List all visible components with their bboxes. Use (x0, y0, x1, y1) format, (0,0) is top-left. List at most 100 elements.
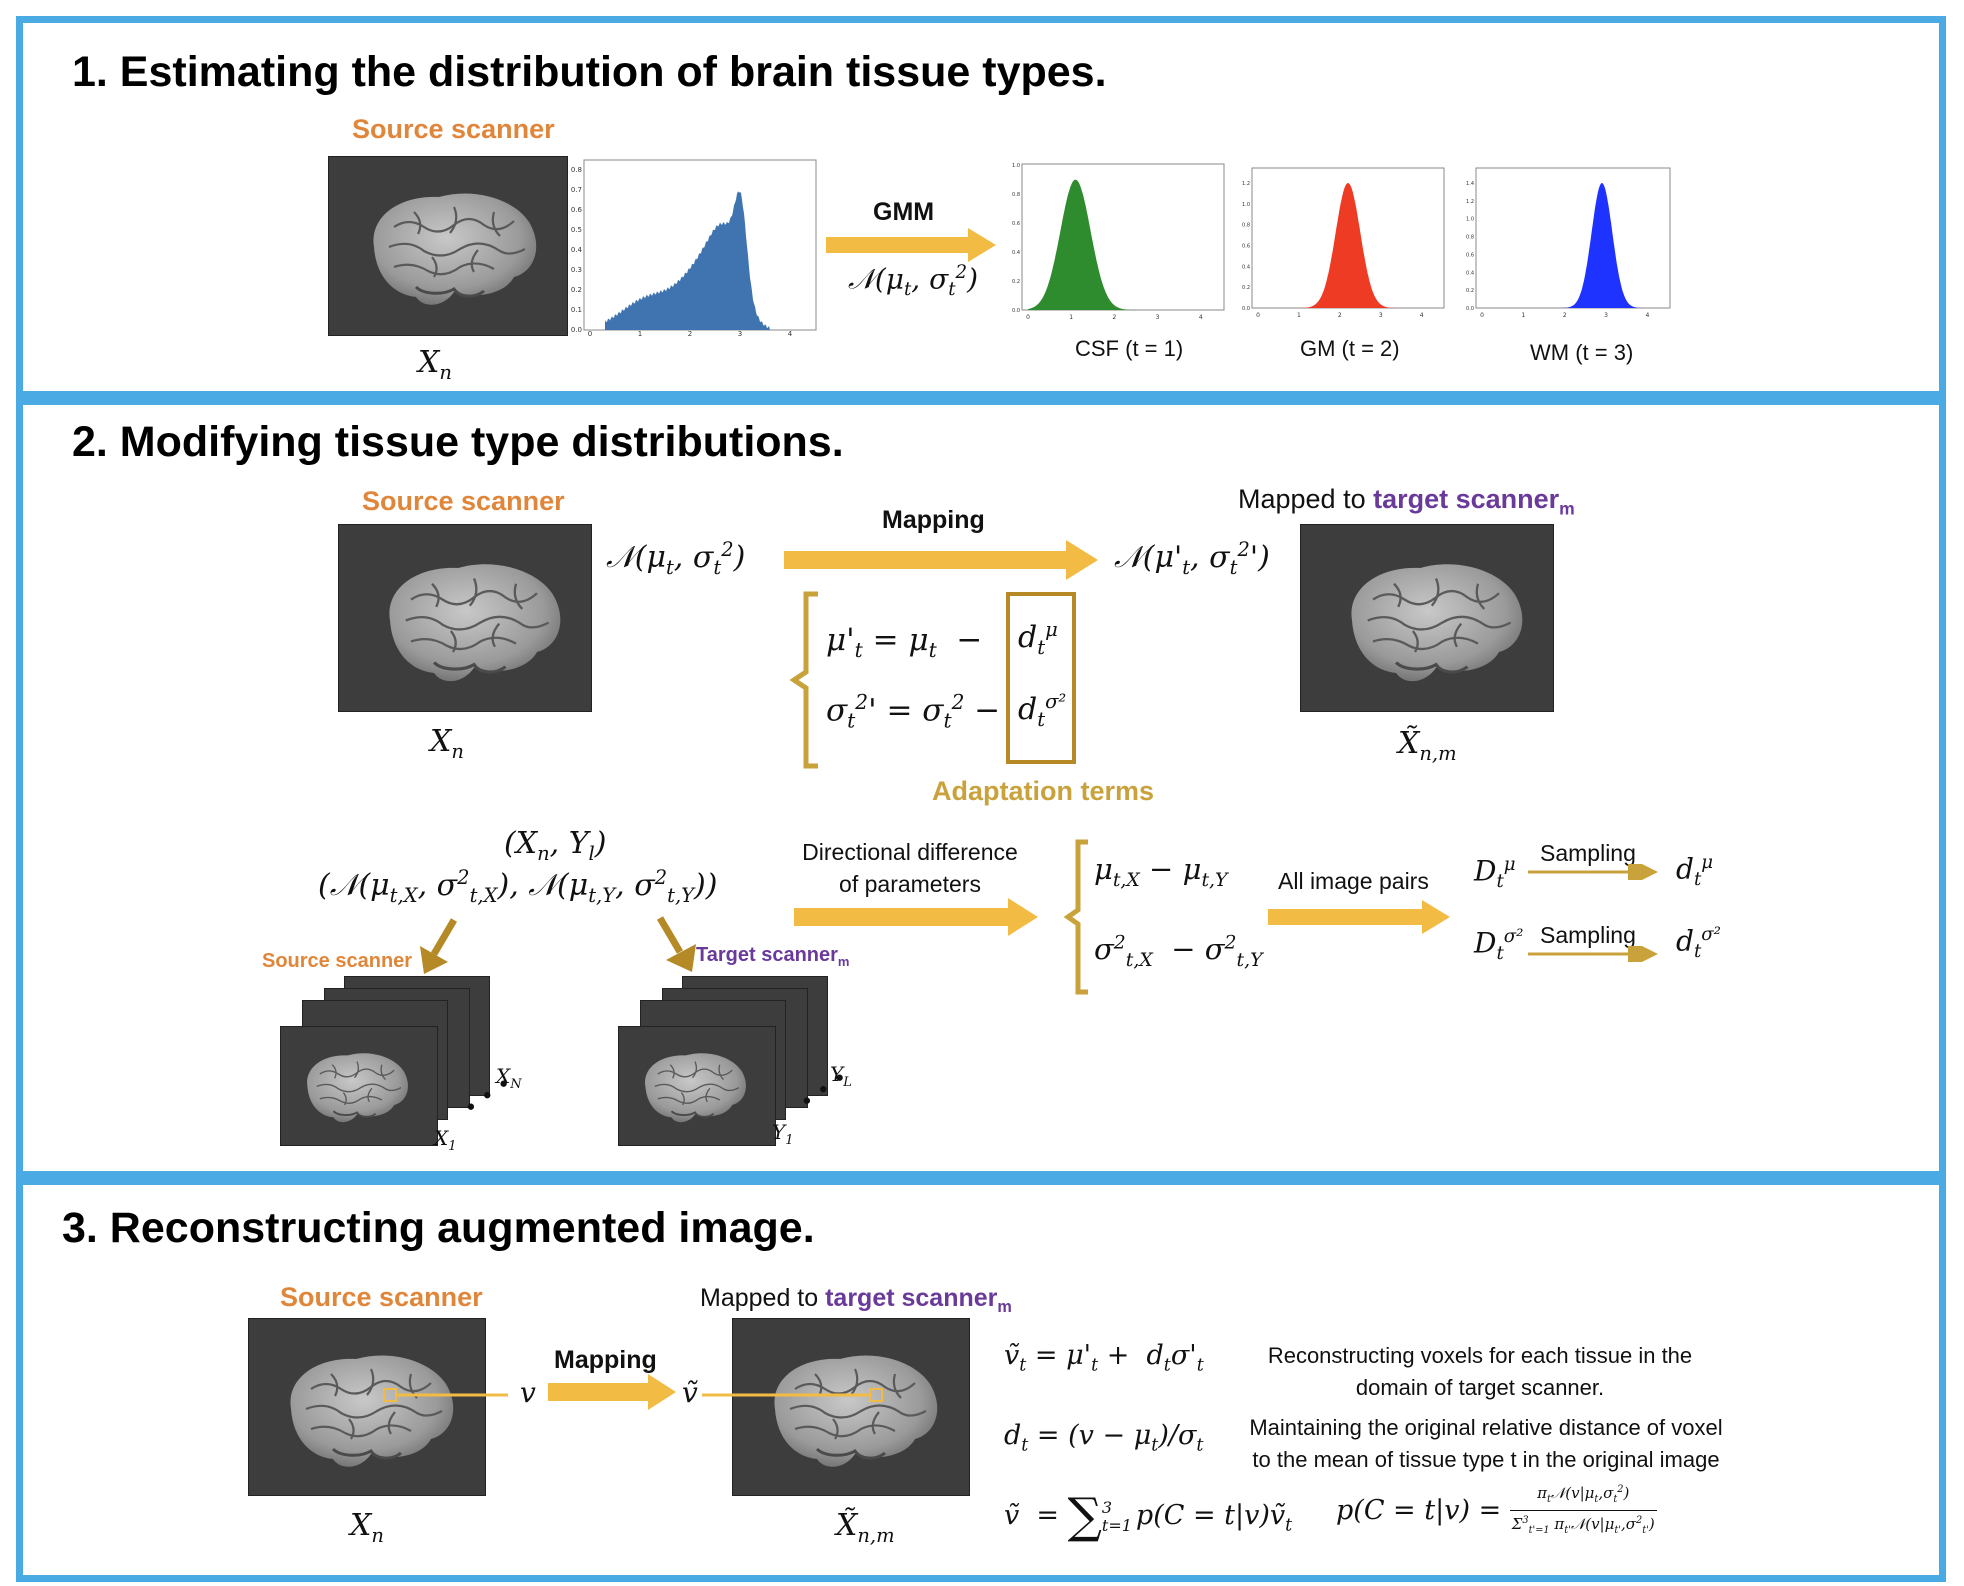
adapt-term-mu: dtμ (1018, 618, 1058, 659)
desc-maintaining: Maintaining the original relative distan… (1226, 1412, 1746, 1476)
plot-xtick: 4 (1199, 314, 1203, 321)
stack-x-bottom: X1 (434, 1126, 457, 1154)
plot-ytick: 0.6 (1466, 252, 1474, 258)
sampling-label-2: Sampling (1540, 922, 1636, 948)
panel2-title: 2. Modifying tissue type distributions. (72, 418, 844, 466)
wm-distribution-plot: 0 1 2 3 4 0.0 0.2 0.4 0.6 0.8 1.0 1.2 1.4 (1466, 167, 1671, 319)
eq-vt: ṽt = μ't + dtσ't (1004, 1340, 1204, 1376)
panel2-mapped-prefix: Mapped to (1238, 484, 1374, 514)
desc1-line1: Reconstructing voxels for each tissue in… (1267, 1343, 1693, 1368)
directional-difference-arrow (794, 898, 1038, 936)
panel2-formula-left: 𝒩(μt, σt2) (606, 538, 746, 579)
plot-ytick: 1.0 (1242, 202, 1250, 208)
diff-mu: μt,X − μt,Y (1094, 852, 1228, 891)
plot-ytick: 0.4 (1012, 250, 1020, 256)
plot-ytick: 0.0 (1242, 306, 1250, 312)
dir-diff-line2: of parameters (839, 871, 981, 897)
all-pairs-arrow (1268, 900, 1450, 934)
gm-distribution-plot: 0 1 2 3 4 0.0 0.2 0.4 0.6 0.8 1.0 1.2 (1242, 167, 1445, 319)
panel3-source-label: Source scanner (280, 1282, 483, 1312)
plot-xtick: 4 (1646, 312, 1650, 319)
panel2-target-sub: m (1559, 498, 1575, 519)
plot-ytick: 1.0 (1012, 163, 1020, 169)
plot-ytick: 0.8 (1012, 192, 1020, 198)
gaussian-curve (1028, 179, 1218, 310)
plot-ytick: 0.0 (1012, 308, 1020, 314)
source-scanner-small: Source scanner (262, 950, 413, 972)
gmm-formula: 𝒩(μt, σt2) (848, 262, 979, 300)
adapt-term-sigma: dtσ² (1018, 690, 1067, 731)
plot-xtick: 3 (1156, 314, 1160, 321)
panel2-mapped-brain-image (1300, 524, 1554, 712)
plot-ytick: 0.0 (1466, 306, 1474, 312)
gmm-label: GMM (873, 198, 935, 226)
d-sigma: dtσ² (1676, 924, 1721, 962)
directional-difference-label: Directional difference of parameters (790, 836, 1030, 900)
source-image-stack (280, 976, 500, 1146)
sampling-arrow-2 (1528, 946, 1658, 962)
desc1-line2: domain of target scanner. (1355, 1375, 1605, 1400)
panel2-xn-label: Xn (430, 724, 464, 763)
plot-ytick: 1.2 (1466, 199, 1474, 205)
intensity-histogram: 0.0 0.1 0.2 0.3 0.4 0.5 0.6 0.7 0.8 0 1 2 3 4 (571, 159, 817, 336)
panel1-source-label: Source scanner (352, 114, 555, 144)
d-mu: dtμ (1676, 852, 1714, 890)
panel2-mapped-to: Mapped to target scannerm (1238, 484, 1575, 519)
panel3-title: 3. Reconstructing augmented image. (62, 1204, 815, 1252)
desc2-line1: Maintaining the original relative distan… (1249, 1415, 1723, 1440)
D-sigma: Dtσ² (1474, 926, 1524, 964)
plot-ytick: 0.8 (1466, 235, 1474, 241)
histogram-ytick: 0.2 (571, 286, 582, 294)
histogram-xtick: 2 (688, 330, 692, 336)
plot-xtick: 2 (1112, 314, 1116, 321)
plot-ytick: 0.4 (1466, 270, 1474, 276)
histogram-ytick: 0.5 (571, 226, 582, 234)
histogram-ytick: 0.1 (571, 306, 582, 314)
voxel-v: v (520, 1376, 536, 1409)
histogram-ytick: 0.3 (571, 266, 582, 274)
image-pair-label: (Xn, Yl) (504, 826, 607, 865)
sampling-label-1: Sampling (1540, 840, 1636, 866)
plot-xtick: 2 (1563, 312, 1567, 319)
sampling-arrow-1 (1528, 864, 1658, 880)
panel3-mapping-label: Mapping (554, 1346, 657, 1374)
gmm-arrow (826, 228, 996, 262)
panel3-brain-image (248, 1318, 486, 1496)
plot-xtick: 0 (1480, 312, 1484, 319)
panel3-target-sub: m (997, 1298, 1012, 1316)
panel2-target-scanner: target scanner (1373, 484, 1560, 514)
panel3-xn-label: Xn (350, 1508, 384, 1547)
target-scanner-small-text: Target scanner (696, 944, 838, 966)
panel3-mapped-label: X̃n,m (836, 1508, 895, 1547)
plot-ytick: 0.6 (1012, 221, 1020, 227)
histogram-xtick: 1 (638, 330, 642, 336)
gaussian-curve (1482, 183, 1664, 308)
panel3-mapping-arrow (548, 1374, 676, 1410)
panel1-title: 1. Estimating the distribution of brain … (72, 48, 1107, 96)
plot-xtick: 4 (1420, 312, 1424, 319)
desc-reconstructing: Reconstructing voxels for each tissue in… (1230, 1340, 1730, 1404)
plot-xtick: 2 (1338, 312, 1342, 319)
csf-label: CSF (t = 1) (1075, 336, 1184, 361)
eq-posterior: p(C = t|v) = πt𝒩(v|μt,σt2) Σ3t'=1 πt'𝒩(v… (1336, 1480, 1657, 1541)
plot-xtick: 0 (1256, 312, 1260, 319)
plot-xtick: 1 (1521, 312, 1525, 319)
panel3-target-scanner: target scanner (825, 1284, 998, 1312)
target-voxel-marker (702, 1388, 883, 1402)
eq-sum: ṽ = ∑ 3 t=1 p(C = t|v)ṽt (1004, 1488, 1293, 1544)
desc2-line2: to the mean of tissue type t in the orig… (1252, 1447, 1720, 1472)
histogram-ytick: 0.8 (571, 166, 582, 174)
plot-xtick: 3 (1379, 312, 1383, 319)
histogram-ytick: 0.7 (571, 186, 582, 194)
dir-diff-line1: Directional difference (802, 839, 1018, 865)
wm-label: WM (t = 3) (1530, 340, 1634, 365)
histogram-ytick: 0.4 (571, 246, 583, 254)
plot-ytick: 1.4 (1466, 181, 1474, 187)
down-arrow-target (656, 916, 696, 972)
plot-xtick: 1 (1069, 314, 1073, 321)
D-mu: Dtμ (1474, 854, 1516, 892)
image-pair-distributions: (𝒩(μt,X, σ2t,X), 𝒩(μt,Y, σ2t,Y)) (318, 866, 718, 907)
panel2-mapped-label: X̃n,m (1398, 726, 1457, 765)
histogram-xtick: 4 (788, 330, 793, 336)
stack-y-top: YL (830, 1062, 852, 1090)
